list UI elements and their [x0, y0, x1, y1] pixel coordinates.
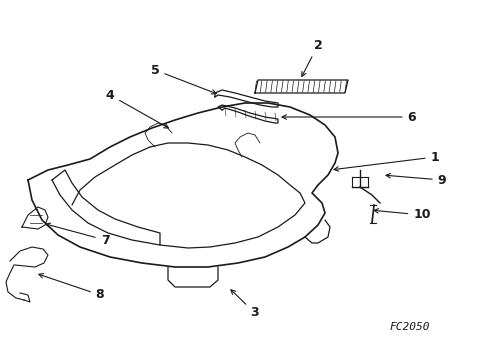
Text: 4: 4: [106, 89, 169, 128]
Text: 1: 1: [334, 150, 440, 171]
Text: 7: 7: [46, 223, 109, 247]
Text: FC2050: FC2050: [390, 322, 430, 332]
Text: 5: 5: [150, 63, 216, 94]
Text: 3: 3: [231, 290, 259, 320]
Text: 9: 9: [386, 174, 446, 186]
Text: 8: 8: [39, 274, 104, 302]
Text: 6: 6: [282, 111, 416, 123]
Text: 10: 10: [374, 208, 431, 221]
Text: 2: 2: [302, 39, 322, 76]
